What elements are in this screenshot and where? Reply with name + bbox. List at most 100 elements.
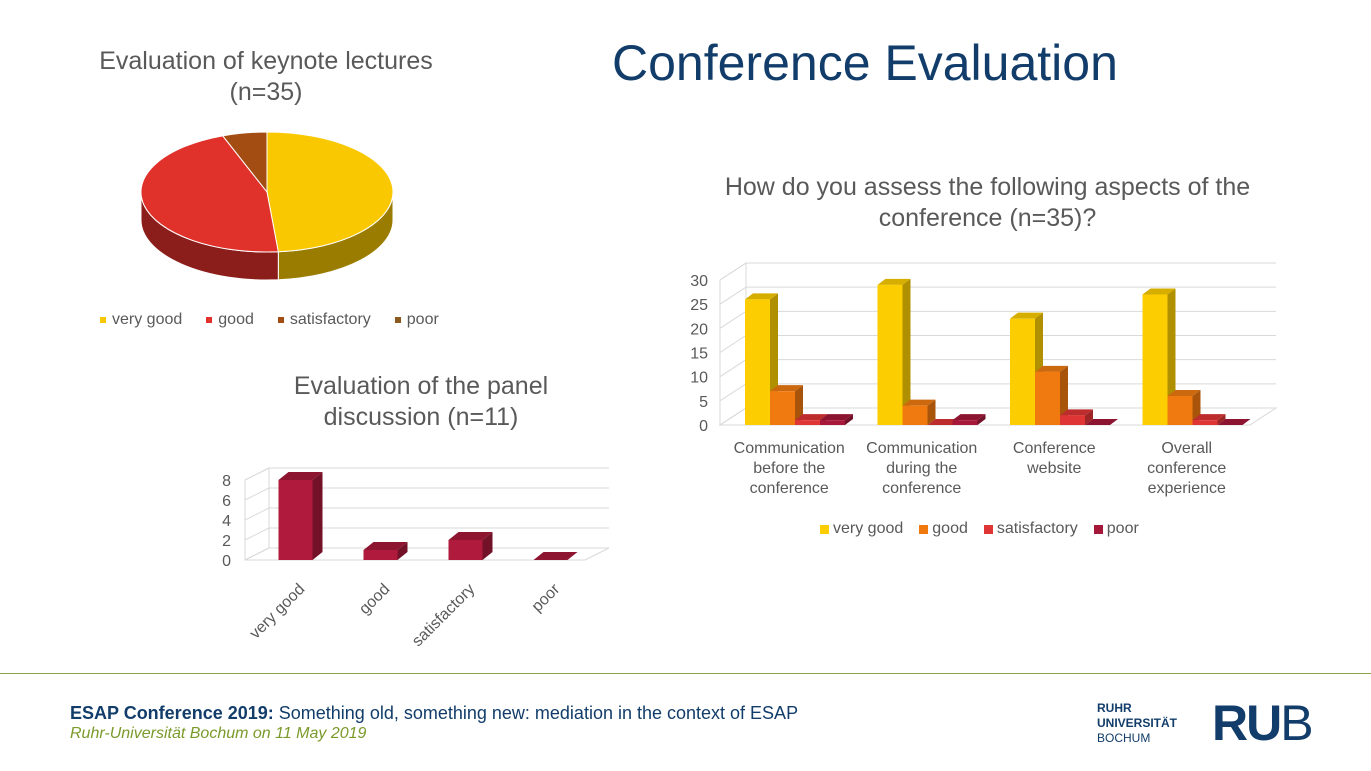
bar-front xyxy=(363,550,398,560)
aspects-gridline xyxy=(719,286,1276,305)
aspects-bar-satisfactory-2 xyxy=(927,419,961,425)
bar-top xyxy=(533,552,578,560)
panel-y-tick-label: 2 xyxy=(222,533,231,550)
bar-top xyxy=(278,472,323,480)
label-line: experience xyxy=(1148,480,1226,497)
panel-bar-chart: 0 2 4 6 8 very good good satisfactory poor xyxy=(222,467,610,650)
aspects-y-tick-label: 20 xyxy=(690,321,708,338)
bar-side xyxy=(1167,288,1176,425)
bar-top xyxy=(795,414,828,421)
aspects-chart-legend: very good good satisfactory poor xyxy=(820,520,1155,538)
aspects-bar-poor-1 xyxy=(820,414,853,425)
legend-label: satisfactory xyxy=(996,520,1078,537)
label-line: Conference xyxy=(1013,440,1096,457)
bar-side xyxy=(1060,365,1068,425)
legend-item-good: good xyxy=(206,311,254,329)
panel-bar-very-good xyxy=(278,472,323,560)
legend-swatch xyxy=(394,317,401,323)
panel-bar-satisfactory xyxy=(448,532,493,560)
bar-top xyxy=(1217,419,1251,425)
label-line: Communication xyxy=(866,440,977,457)
legend-item-satisfactory: satisfactory xyxy=(983,520,1078,538)
legend-swatch xyxy=(919,524,929,534)
legend-swatch xyxy=(206,317,213,323)
footer-event-name: ESAP Conference 2019: xyxy=(70,703,274,723)
bar-side xyxy=(397,542,408,560)
bar-front xyxy=(1060,415,1085,425)
aspects-x-tick-label: Communication before the conference xyxy=(734,440,845,497)
aspects-gridline xyxy=(719,359,1276,378)
panel-gridline xyxy=(244,527,609,541)
panel-y-tick-label: 4 xyxy=(222,513,231,530)
aspects-bar-good-2 xyxy=(902,399,936,425)
aspects-bar-good-3 xyxy=(1035,365,1068,425)
bar-top xyxy=(1085,419,1118,425)
aspects-x-tick-label: Conference website xyxy=(1013,440,1096,477)
footer-divider xyxy=(0,673,1371,674)
bar-front xyxy=(952,420,978,425)
aspects-bar-poor-4 xyxy=(1217,419,1251,425)
aspects-y-tick-label: 30 xyxy=(690,273,708,290)
bar-top xyxy=(1010,312,1043,319)
bar-top xyxy=(1142,288,1176,295)
bar-front xyxy=(448,540,483,560)
bar-top xyxy=(820,414,853,421)
legend-label: very good xyxy=(112,311,183,328)
bar-front xyxy=(877,284,903,425)
legend-label: good xyxy=(218,311,254,328)
label-line: Communication xyxy=(734,440,845,457)
aspects-bar-poor-3 xyxy=(1085,419,1118,425)
panel-chart-title: Evaluation of the panel discussion (n=11… xyxy=(293,372,549,431)
bar-front xyxy=(278,480,313,560)
footer-place-date: Ruhr-Universität Bochum on 11 May 2019 xyxy=(70,725,367,742)
aspects-gridline xyxy=(719,335,1276,353)
pie-chart-title: Evaluation of keynote lectures (n=35) xyxy=(99,47,433,106)
keynote-pie-chart xyxy=(140,131,394,281)
bar-top xyxy=(1167,390,1201,396)
bar-front xyxy=(745,299,770,425)
bar-side xyxy=(927,399,936,425)
bar-top xyxy=(448,532,493,540)
panel-bar-poor xyxy=(533,552,578,560)
bar-top xyxy=(1035,365,1068,372)
bar-side xyxy=(1217,414,1226,425)
pie-slice-satisfactory xyxy=(221,131,268,194)
bar-side xyxy=(1085,409,1093,425)
bar-top xyxy=(1192,414,1226,421)
bar-top xyxy=(927,419,961,425)
panel-gridline xyxy=(244,467,609,481)
logo-mark-light: B xyxy=(1280,695,1313,751)
aspects-bar-very-good-2 xyxy=(877,278,911,425)
bar-front xyxy=(1010,318,1035,425)
rub-logo-mark: RUB xyxy=(1212,695,1314,751)
label-line: during the xyxy=(886,460,957,477)
label-line: conference xyxy=(882,480,961,497)
panel-y-tick-label: 8 xyxy=(222,473,231,490)
legend-item-very-good: very good xyxy=(820,520,903,538)
bar-top xyxy=(877,278,911,285)
bar-top xyxy=(952,414,986,421)
aspects-gridline xyxy=(719,262,1276,281)
aspects-chart-title: How do you assess the following aspects … xyxy=(724,173,1251,232)
legend-label: good xyxy=(932,520,968,537)
bar-top xyxy=(1060,409,1093,416)
aspects-y-tick-label: 25 xyxy=(690,297,708,314)
legend-label: poor xyxy=(1106,520,1139,537)
bar-top xyxy=(770,385,803,392)
slide-title: Conference Evaluation xyxy=(612,35,1118,91)
legend-swatch xyxy=(100,317,106,323)
bar-top xyxy=(745,293,778,300)
bar-front xyxy=(770,391,795,425)
panel-bar-good xyxy=(363,542,408,560)
aspects-x-tick-label: Communication during the conference xyxy=(866,440,977,497)
label-line: conference xyxy=(750,480,829,497)
aspects-y-tick-label: 10 xyxy=(690,370,708,387)
logo-line-2: UNIVERSITÄT xyxy=(1097,716,1178,730)
logo-line-3: BOCHUM xyxy=(1097,731,1151,745)
panel-x-tick-label: good xyxy=(356,581,393,618)
label-line: conference xyxy=(1147,460,1226,477)
panel-gridline xyxy=(244,547,609,561)
panel-x-tick-label: satisfactory xyxy=(409,581,478,650)
aspects-y-tick-label: 0 xyxy=(699,418,708,435)
pie-slice-very-good xyxy=(266,131,394,253)
